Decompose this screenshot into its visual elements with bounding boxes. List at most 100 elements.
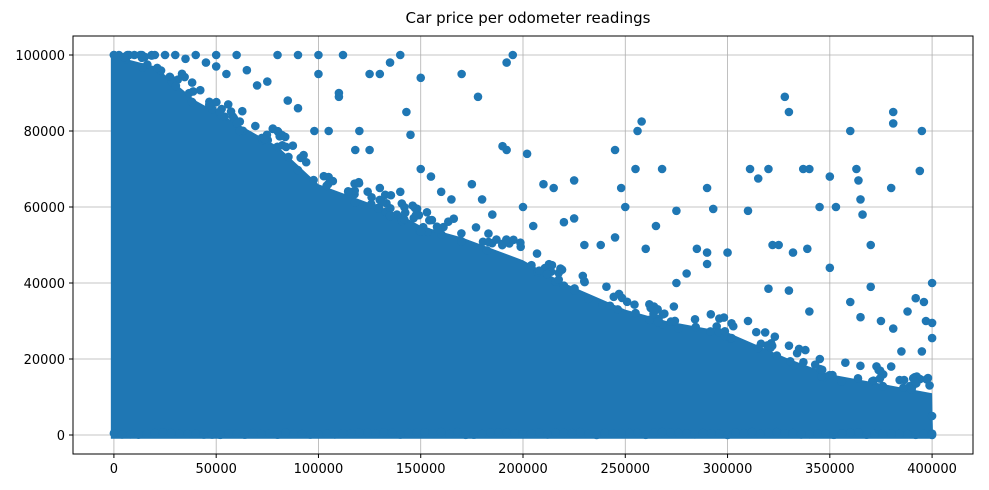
scatter-point xyxy=(917,347,927,356)
scatter-point xyxy=(385,211,395,221)
scatter-point xyxy=(653,317,663,327)
scatter-point xyxy=(251,121,260,131)
scatter-point xyxy=(395,50,405,60)
scatter-point xyxy=(657,427,667,437)
scatter-point xyxy=(237,106,247,116)
scatter-point xyxy=(852,164,861,174)
scatter-point xyxy=(596,240,606,250)
scatter-point xyxy=(727,333,736,343)
scatter-point xyxy=(181,54,190,64)
scatter-point xyxy=(554,268,563,278)
scatter-point xyxy=(805,164,814,174)
scatter-point xyxy=(125,430,135,439)
scatter-point xyxy=(526,429,536,438)
scatter-point xyxy=(222,69,231,79)
scatter-point xyxy=(366,199,376,209)
scatter-point xyxy=(828,370,837,380)
scatter-point xyxy=(518,429,528,439)
scatter-point xyxy=(794,344,804,354)
scatter-point xyxy=(886,362,896,371)
scatter-point xyxy=(672,278,681,288)
scatter-point xyxy=(788,428,798,438)
scatter-point xyxy=(784,341,794,350)
scatter-point xyxy=(702,248,712,257)
scatter-point xyxy=(605,301,615,311)
scatter-point xyxy=(651,221,661,231)
scatter-point xyxy=(620,202,630,212)
scatter-point xyxy=(866,240,876,250)
scatter-point xyxy=(845,126,855,136)
scatter-point xyxy=(473,92,483,102)
scatter-point xyxy=(427,215,437,225)
scatter-point xyxy=(784,107,794,117)
scatter-point xyxy=(119,52,129,62)
scatter-point xyxy=(187,78,197,87)
x-tick-label: 350000 xyxy=(805,462,855,477)
y-tick-label: 20000 xyxy=(24,353,65,368)
scatter-point xyxy=(289,429,299,439)
scatter-point xyxy=(150,428,160,438)
scatter-point xyxy=(240,430,250,440)
scatter-point xyxy=(199,430,209,439)
scatter-point xyxy=(559,217,569,227)
scatter-point xyxy=(772,351,782,360)
scatter-point xyxy=(449,214,459,223)
scatter-point xyxy=(350,145,360,155)
scatter-point xyxy=(592,430,601,440)
scatter-point xyxy=(346,428,356,438)
scatter-point xyxy=(469,430,479,439)
dense-point-band xyxy=(110,55,934,439)
scatter-point xyxy=(509,235,518,245)
scatter-point xyxy=(508,50,518,60)
scatter-point xyxy=(583,294,593,304)
scatter-point xyxy=(927,411,937,421)
scatter-point xyxy=(817,372,826,381)
scatter-points xyxy=(109,50,937,440)
scatter-point xyxy=(195,85,205,95)
scatter-point xyxy=(799,357,808,367)
scatter-point xyxy=(907,385,916,394)
scatter-point xyxy=(739,428,749,438)
x-tick-label: 50000 xyxy=(196,462,237,477)
scatter-point xyxy=(211,62,221,71)
scatter-point xyxy=(575,427,585,437)
scatter-point xyxy=(365,69,374,79)
scatter-point xyxy=(527,260,536,270)
scatter-point xyxy=(252,81,262,90)
scatter-point xyxy=(602,282,611,291)
scatter-point xyxy=(445,429,454,439)
y-tick-label: 100000 xyxy=(15,49,65,64)
scatter-point xyxy=(856,312,865,322)
scatter-point xyxy=(477,429,487,439)
x-tick-label: 250000 xyxy=(600,462,650,477)
y-tick-label: 0 xyxy=(57,429,65,444)
scatter-point xyxy=(343,186,353,196)
scatter-point xyxy=(423,227,433,237)
scatter-point xyxy=(363,187,372,196)
scatter-point xyxy=(281,428,291,437)
scatter-point xyxy=(516,238,525,247)
scatter-point xyxy=(338,50,348,60)
scatter-point xyxy=(158,428,168,437)
x-tick-label: 300000 xyxy=(703,462,753,477)
x-tick-label: 100000 xyxy=(294,462,344,477)
scatter-point xyxy=(764,428,773,438)
scatter-point xyxy=(191,429,201,439)
scatter-point xyxy=(554,275,564,284)
scatter-point xyxy=(579,276,589,286)
scatter-point xyxy=(610,145,620,155)
x-tick-label: 0 xyxy=(110,462,118,477)
scatter-point xyxy=(183,429,192,439)
scatter-point xyxy=(753,174,763,183)
scatter-point xyxy=(535,428,544,437)
scatter-point xyxy=(706,327,715,336)
scatter-point xyxy=(510,429,520,438)
scatter-point xyxy=(915,166,925,176)
scatter-point xyxy=(608,429,618,438)
scatter-point xyxy=(903,429,912,439)
scatter-point xyxy=(400,208,410,217)
scatter-point xyxy=(910,376,919,386)
scatter-point xyxy=(165,72,175,82)
scatter-point xyxy=(411,210,421,220)
